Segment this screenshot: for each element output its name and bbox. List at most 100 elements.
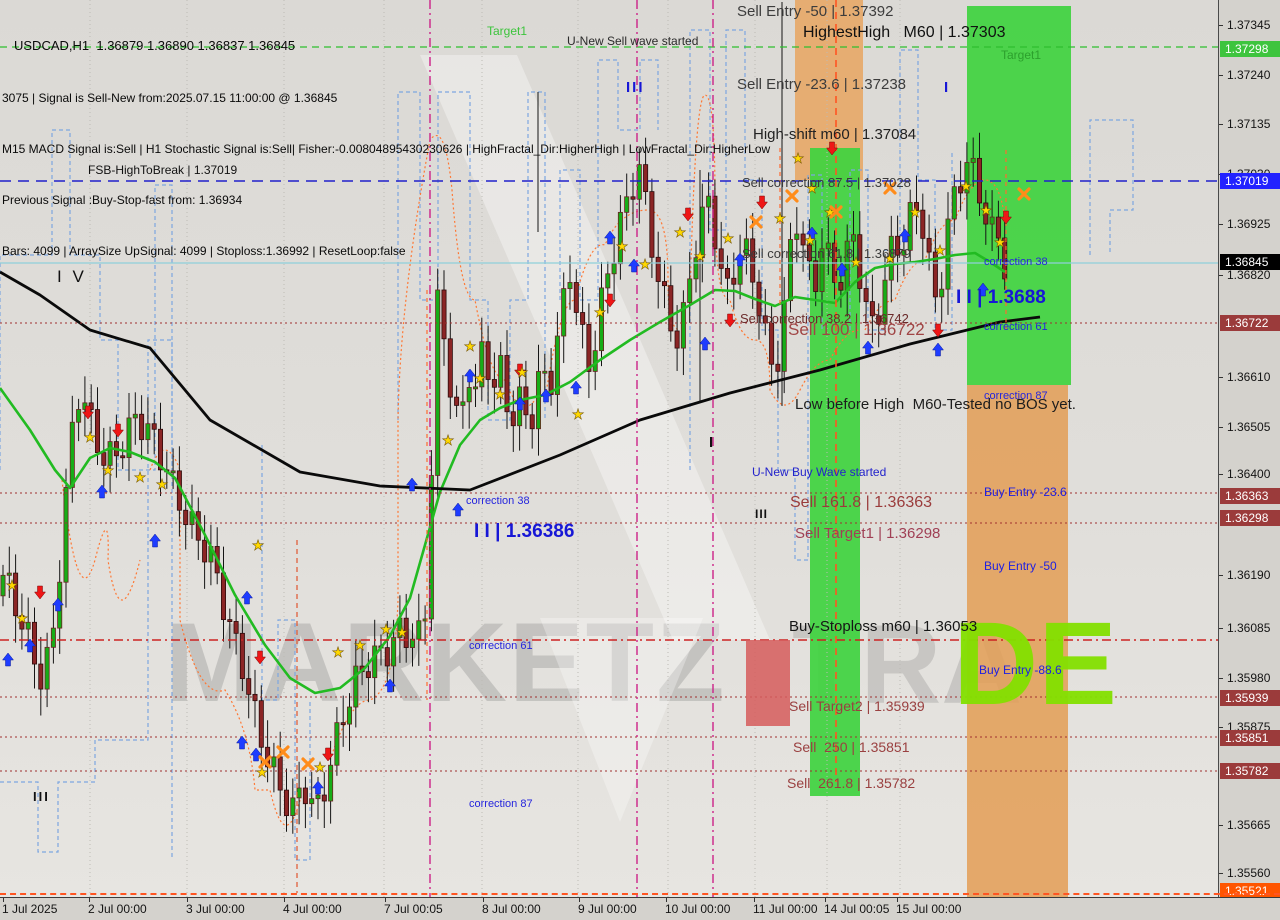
buy-arrow-icon [148,533,162,548]
buy-arrow-icon [463,368,477,383]
candle-body [529,414,535,430]
info-panel: USDCAD,H1 1.36879 1.36890 1.36837 1.3684… [2,2,770,294]
candle-body [13,572,19,617]
time-tick [89,898,90,902]
symbol-ohlc-line: USDCAD,H1 1.36879 1.36890 1.36837 1.3684… [14,38,296,53]
candle-body [409,638,415,648]
candle-body [145,423,151,441]
candle-body [794,233,800,240]
candle-body [315,794,321,800]
price-badge: 1.36722 [1220,315,1280,331]
buy-arrow-icon [383,678,397,693]
candle-body [132,413,138,419]
candle-body [151,423,157,430]
price-tick-label: 1.37345 [1227,18,1271,32]
candle-body [403,617,409,648]
star-icon: ★ [134,469,147,485]
buy-arrow-icon [311,780,325,795]
star-icon: ★ [314,759,327,775]
previous-signal-line: Previous Signal :Buy-Stop-fast from: 1.3… [2,193,243,207]
candle-body [183,509,189,526]
buy-arrow-icon [805,226,819,241]
chart-canvas[interactable]: MARKETZ TRA ★ ★ ★ ★ ★ ★ ★ ★ ★ ★ ★ ★ ★ ★ ★ ★ ★ ★ ★ ★ ★ ★ ★ ★ ★ ★ ★ ★… [0,0,1218,897]
candle-body [107,441,113,466]
price-badge: 1.35851 [1220,730,1280,746]
candle-body [416,620,422,640]
price-plot: ★★★★ ★ ★★★ ★★ ★★ ★★★★★★★★★★★★★★★★★★★ ★★★★★★ [0,0,1218,897]
buy-arrow-icon [513,396,527,411]
candle-body [523,386,529,416]
candle-body [296,787,302,799]
candle-body [932,251,938,298]
time-tick [579,898,580,902]
candle-body [44,646,50,690]
star-icon: ★ [792,150,805,166]
sell-arrow-icon [755,195,769,210]
price-tick [1219,224,1223,225]
price-tick-label: 1.36505 [1227,420,1271,434]
star-icon: ★ [252,537,265,553]
candle-body [718,248,724,269]
candle-body [863,288,869,302]
price-tick [1219,628,1223,629]
time-tick-label: 4 Jul 00:00 [283,902,342,916]
sell-arrow-icon [111,423,125,438]
candle-body [466,387,472,403]
candle-body [472,386,478,390]
candle-body [246,678,252,695]
star-icon: ★ [980,202,993,218]
candle-body [819,248,825,292]
candle-body [762,315,768,324]
time-tick [897,898,898,902]
time-tick-label: 14 Jul 00:05 [824,902,890,916]
candle-body [321,794,327,802]
price-tick [1219,727,1223,728]
sell-arrow-icon [603,293,617,308]
candle-body [1002,237,1008,280]
candle-body [838,282,844,291]
star-icon: ★ [16,610,29,626]
sell-arrow-icon [253,650,267,665]
candle-body [554,335,560,395]
star-icon: ★ [909,204,922,220]
time-axis[interactable]: 1 Jul 2025 2 Jul 00:00 3 Jul 00:00 4 Jul 00… [0,897,1280,920]
signal-line: 3075 | Signal is Sell-New from:2025.07.1… [2,91,338,105]
price-tick [1219,75,1223,76]
candle-body [6,572,12,576]
candle-body [680,302,686,349]
star-icon: ★ [722,230,735,246]
candle-body [882,279,888,325]
candle-body [649,191,655,258]
candle-body [120,455,126,459]
buy-arrow-icon [931,342,945,357]
price-tick-label: 1.36610 [1227,370,1271,384]
candle-body [365,671,371,679]
time-tick-label: 10 Jul 00:00 [665,902,731,916]
candle-body [876,315,882,325]
candle-body [548,370,554,395]
star-icon: ★ [934,242,947,258]
candle-body [239,632,245,679]
stoch-channel-line [0,129,173,471]
sell-arrow-icon [513,363,527,378]
price-tick-label: 1.36085 [1227,621,1271,635]
buy-arrow-icon [240,590,254,605]
candle-body [668,285,674,332]
candle-body [498,355,504,388]
price-axis[interactable]: 1.373451.372401.371351.370301.369251.368… [1218,0,1280,899]
star-icon: ★ [84,429,97,445]
price-tick-label: 1.35665 [1227,818,1271,832]
stoch-channel-line [559,59,659,301]
candle-body [951,186,957,220]
star-icon: ★ [354,637,367,653]
candle-body [447,338,453,398]
buy-arrow-icon [976,282,990,297]
cross-icon [829,205,843,219]
buy-arrow-icon [23,638,37,653]
price-tick-label: 1.37135 [1227,117,1271,131]
price-badge: 1.36298 [1220,510,1280,526]
star-icon: ★ [474,370,487,386]
candle-body [258,700,264,748]
cross-icon [1017,187,1031,201]
star-icon: ★ [639,256,652,272]
